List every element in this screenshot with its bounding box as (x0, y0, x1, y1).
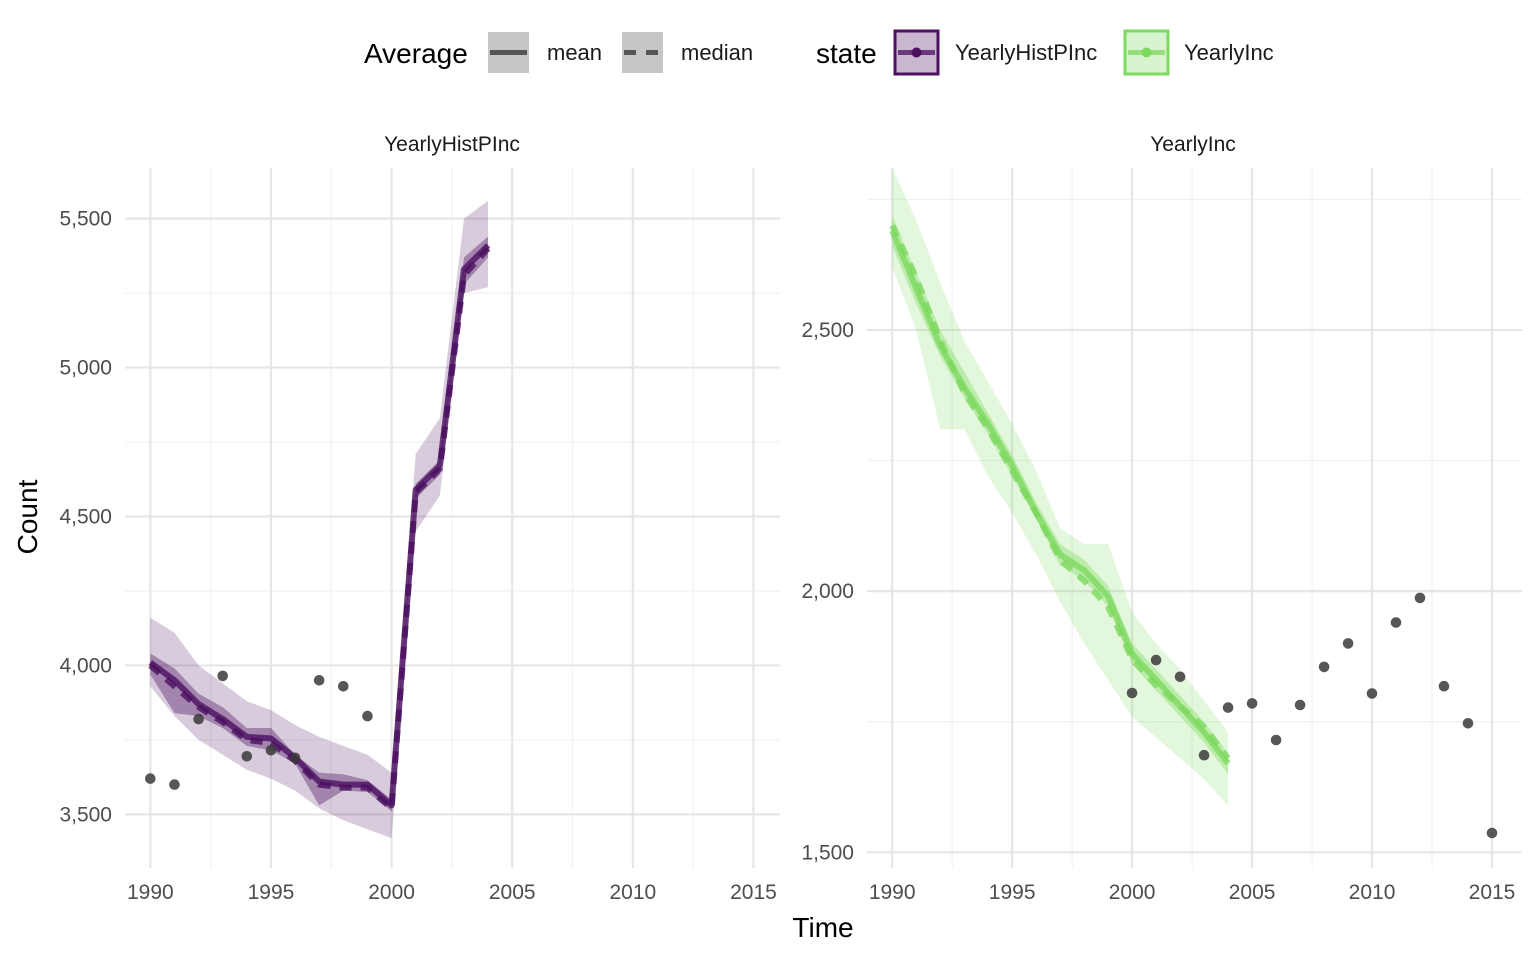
observed-point (1438, 680, 1450, 692)
observed-point (1342, 638, 1354, 649)
x-tick-label: 1990 (869, 881, 916, 904)
x-tick-label: 1995 (248, 881, 295, 904)
ribbon-outer-yearlyhistpinc (150, 200, 489, 839)
observed-point (1174, 671, 1186, 683)
y-tick-label: 4,000 (59, 654, 112, 677)
x-tick-label: 2005 (489, 881, 536, 904)
observed-point (1366, 688, 1378, 699)
observed-point (145, 773, 156, 784)
observed-point (1246, 698, 1258, 709)
observed-point (241, 751, 253, 762)
y-tick-label: 5,000 (59, 357, 112, 380)
observed-point (265, 745, 277, 756)
observed-point (193, 713, 204, 725)
observed-point (217, 670, 228, 682)
x-tick-label: 2010 (609, 881, 656, 904)
x-tick-label: 2005 (1229, 881, 1276, 904)
x-tick-label: 1995 (989, 881, 1036, 904)
y-tick-label: 2,500 (801, 319, 854, 342)
observed-point (1222, 702, 1234, 713)
observed-point (169, 779, 180, 790)
x-tick-label: 2000 (1109, 881, 1156, 904)
y-tick-label: 4,500 (59, 506, 112, 529)
x-tick-label: 2000 (368, 881, 415, 904)
observed-point (1462, 718, 1474, 729)
observed-point (1486, 827, 1498, 839)
observed-point (1150, 654, 1162, 666)
legend-key-median (622, 32, 663, 73)
legend-label-median: median (681, 40, 753, 65)
y-axis-title: Count (12, 479, 43, 554)
y-tick-label: 2,000 (801, 580, 854, 603)
x-tick-label: 2015 (730, 881, 777, 904)
observed-point (1126, 687, 1138, 699)
line-median-yearlyhistpinc (148, 246, 491, 812)
observed-point (1294, 699, 1306, 711)
observed-point (362, 710, 373, 722)
observed-point (1270, 734, 1282, 746)
panel-title-yearlyhistpinc: YearlyHistPInc (384, 133, 520, 156)
panel-yearlyhistpinc: 1990 1995 2000 2005 2010 2015 3,500 4,000 4,500 5… (59, 168, 780, 904)
legend-key-yearlyhistpinc (893, 29, 940, 76)
line-median-yearlyinc (889, 224, 1231, 761)
observed-point (313, 675, 325, 686)
x-axis-title: Time (792, 912, 853, 943)
panel-yearlyinc: 1990 1995 2000 2005 2010 2015 1,500 2,000 2,500 (801, 168, 1522, 904)
legend-average-title: Average (364, 38, 468, 69)
legend-label-mean: mean (547, 40, 602, 65)
observed-point (1318, 661, 1330, 673)
observed-point (338, 681, 349, 692)
observed-point (1198, 749, 1210, 761)
y-tick-label: 3,500 (59, 803, 112, 826)
y-tick-label: 5,500 (59, 208, 112, 231)
legend-key-yearlyinc (1123, 29, 1170, 76)
x-tick-label: 2015 (1469, 881, 1516, 904)
x-tick-label: 2010 (1349, 881, 1396, 904)
legend: Average mean median state YearlyHistPInc… (364, 29, 1274, 76)
observed-point (1390, 617, 1402, 628)
legend-state-title: state (816, 38, 877, 69)
panel-title-yearlyinc: YearlyInc (1150, 133, 1236, 156)
legend-key-mean (488, 32, 529, 73)
legend-label-yearlyhistpinc: YearlyHistPInc (955, 40, 1097, 65)
ribbon-outer-yearlyinc (892, 168, 1229, 806)
observed-point (1414, 592, 1426, 604)
observed-point (289, 752, 301, 764)
x-tick-label: 1990 (127, 881, 174, 904)
y-tick-label: 1,500 (801, 841, 854, 864)
legend-label-yearlyinc: YearlyInc (1184, 40, 1274, 65)
